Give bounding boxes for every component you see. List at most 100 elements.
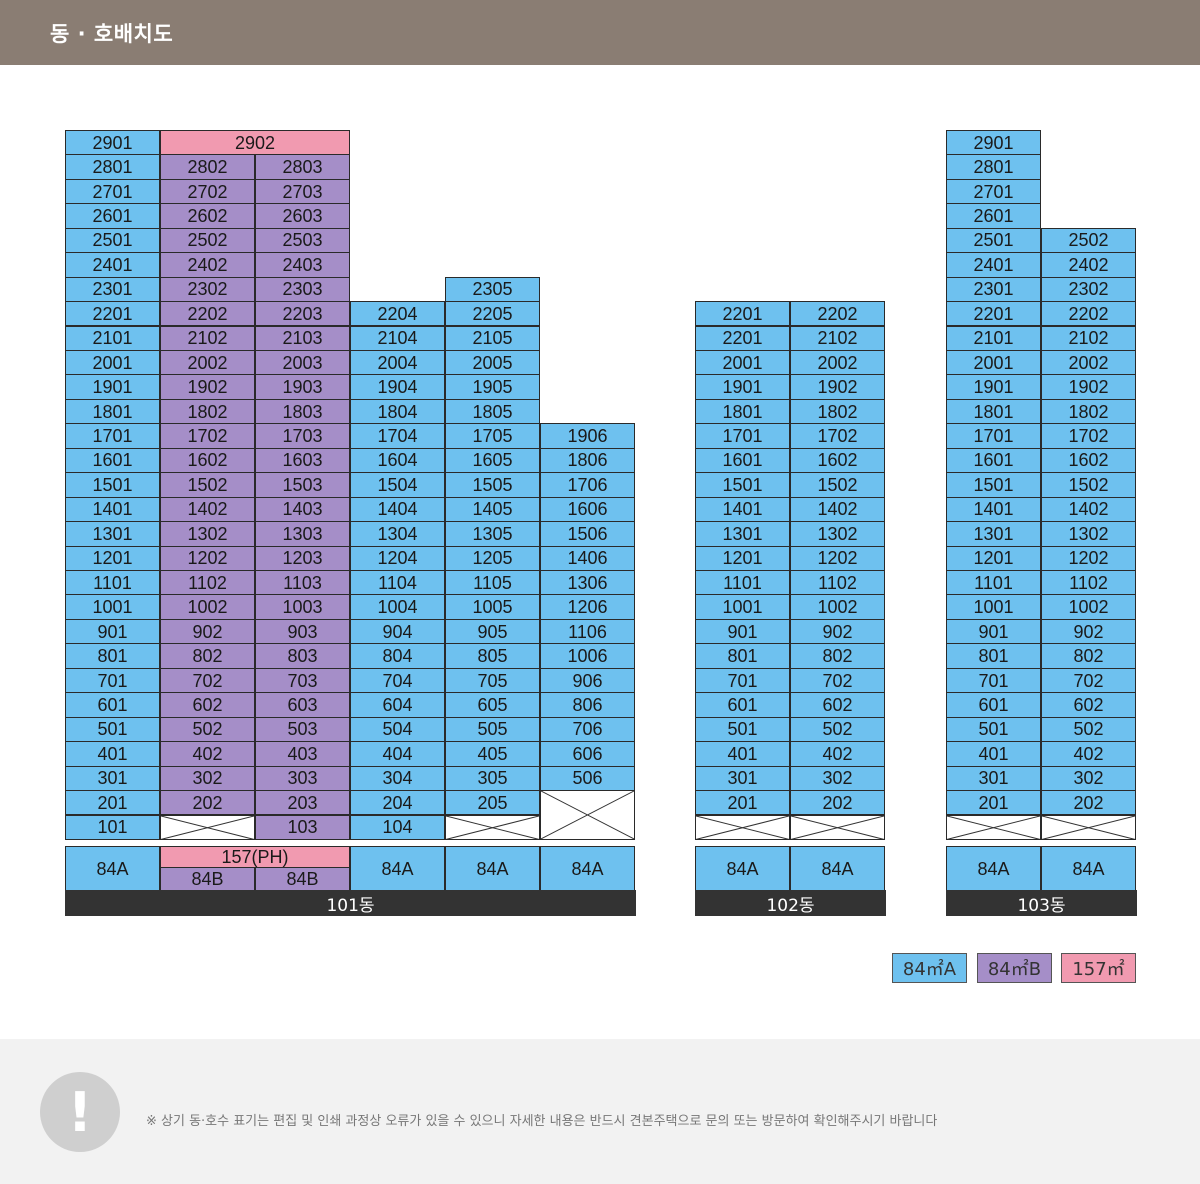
legend-157: 157㎡ bbox=[1061, 953, 1136, 983]
unit-cell: 1701 bbox=[695, 423, 790, 449]
unit-type-label: 84A bbox=[445, 846, 540, 891]
unit-cell: 1503 bbox=[255, 472, 350, 498]
unit-cell: 1105 bbox=[445, 570, 540, 596]
unit-cell: 401 bbox=[695, 741, 790, 767]
unit-cell: 702 bbox=[790, 667, 885, 694]
empty-unit-cell bbox=[445, 814, 540, 840]
legend-84a: 84㎡A bbox=[892, 953, 967, 983]
unit-cell: 2701 bbox=[65, 178, 160, 205]
unit-cell: 204 bbox=[350, 790, 445, 816]
unit-cell: 2201 bbox=[65, 301, 160, 327]
unit-cell: 505 bbox=[445, 716, 540, 743]
unit-cell: 1005 bbox=[445, 594, 540, 620]
unit-cell: 2701 bbox=[946, 178, 1041, 205]
unit-cell: 205 bbox=[445, 790, 540, 816]
unit-cell: 2102 bbox=[790, 325, 885, 351]
unit-cell: 1401 bbox=[946, 496, 1041, 523]
unit-cell: 1905 bbox=[445, 374, 540, 400]
unit-cell: 1704 bbox=[350, 423, 445, 449]
unit-cell: 1401 bbox=[695, 496, 790, 523]
unit-cell: 2802 bbox=[160, 154, 255, 180]
unit-cell: 1405 bbox=[445, 496, 540, 523]
unit-cell: 1604 bbox=[350, 447, 445, 474]
unit-cell: 2502 bbox=[1041, 227, 1136, 254]
unit-cell: 1301 bbox=[65, 521, 160, 547]
unit-cell: 402 bbox=[160, 741, 255, 767]
unit-cell: 2502 bbox=[160, 227, 255, 254]
unit-cell: 1702 bbox=[160, 423, 255, 449]
unit-cell: 1203 bbox=[255, 545, 350, 571]
unit-cell: 902 bbox=[790, 618, 885, 645]
unit-cell: 1501 bbox=[695, 472, 790, 498]
unit-cell: 706 bbox=[540, 716, 635, 743]
unit-cell: 1901 bbox=[695, 374, 790, 400]
unit-cell: 2002 bbox=[790, 349, 885, 376]
unit-cell: 502 bbox=[790, 716, 885, 743]
unit-cell: 403 bbox=[255, 741, 350, 767]
unit-cell: 1802 bbox=[160, 398, 255, 425]
unit-cell: 902 bbox=[160, 618, 255, 645]
unit-cell: 1304 bbox=[350, 521, 445, 547]
unit-cell: 2901 bbox=[946, 129, 1041, 156]
building-name-bar: 102동 bbox=[695, 890, 886, 916]
building-name-bar: 101동 bbox=[65, 890, 636, 916]
unit-cell: 1003 bbox=[255, 594, 350, 620]
unit-cell: 202 bbox=[160, 790, 255, 816]
unit-cell: 1202 bbox=[790, 545, 885, 571]
empty-unit-cell bbox=[540, 790, 635, 840]
unit-cell: 1302 bbox=[790, 521, 885, 547]
penthouse-unit-cell: 2902 bbox=[160, 129, 350, 156]
unit-cell: 1706 bbox=[540, 472, 635, 498]
unit-cell: 2202 bbox=[790, 301, 885, 327]
unit-cell: 603 bbox=[255, 692, 350, 718]
unit-cell: 1602 bbox=[160, 447, 255, 474]
unit-cell: 2201 bbox=[695, 301, 790, 327]
unit-cell: 2703 bbox=[255, 178, 350, 205]
unit-cell: 103 bbox=[255, 814, 350, 840]
unit-cell: 502 bbox=[1041, 716, 1136, 743]
unit-cell: 905 bbox=[445, 618, 540, 645]
unit-cell: 1301 bbox=[946, 521, 1041, 547]
unit-cell: 2503 bbox=[255, 227, 350, 254]
unit-cell: 1904 bbox=[350, 374, 445, 400]
unit-cell: 302 bbox=[790, 765, 885, 792]
unit-cell: 1705 bbox=[445, 423, 540, 449]
unit-cell: 1602 bbox=[790, 447, 885, 474]
unit-cell: 703 bbox=[255, 667, 350, 694]
unit-cell: 1801 bbox=[695, 398, 790, 425]
unit-cell: 2102 bbox=[160, 325, 255, 351]
unit-cell: 1002 bbox=[790, 594, 885, 620]
unit-cell: 201 bbox=[695, 790, 790, 816]
unit-cell: 202 bbox=[790, 790, 885, 816]
unit-cell: 1605 bbox=[445, 447, 540, 474]
unit-cell: 1805 bbox=[445, 398, 540, 425]
unit-cell: 2402 bbox=[160, 252, 255, 278]
unit-cell: 1206 bbox=[540, 594, 635, 620]
unit-cell: 1806 bbox=[540, 447, 635, 474]
unit-cell: 1801 bbox=[65, 398, 160, 425]
unit-cell: 304 bbox=[350, 765, 445, 792]
unit-cell: 302 bbox=[1041, 765, 1136, 792]
unit-type-label: 84A bbox=[540, 846, 635, 891]
unit-cell: 1106 bbox=[540, 618, 635, 645]
unit-cell: 2204 bbox=[350, 301, 445, 327]
unit-cell: 1906 bbox=[540, 423, 635, 449]
unit-cell: 1701 bbox=[946, 423, 1041, 449]
unit-cell: 1403 bbox=[255, 496, 350, 523]
unit-cell: 1803 bbox=[255, 398, 350, 425]
unit-cell: 2001 bbox=[695, 349, 790, 376]
unit-cell: 1702 bbox=[790, 423, 885, 449]
unit-cell: 2201 bbox=[695, 325, 790, 351]
unit-cell: 1602 bbox=[1041, 447, 1136, 474]
unit-cell: 1102 bbox=[160, 570, 255, 596]
unit-cell: 203 bbox=[255, 790, 350, 816]
unit-cell: 602 bbox=[1041, 692, 1136, 718]
unit-cell: 1406 bbox=[540, 545, 635, 571]
unit-type-label: 84A bbox=[350, 846, 445, 891]
unit-cell: 402 bbox=[1041, 741, 1136, 767]
unit-cell: 402 bbox=[790, 741, 885, 767]
unit-cell: 401 bbox=[65, 741, 160, 767]
unit-cell: 1903 bbox=[255, 374, 350, 400]
empty-unit-cell bbox=[790, 814, 885, 840]
unit-cell: 1306 bbox=[540, 570, 635, 596]
